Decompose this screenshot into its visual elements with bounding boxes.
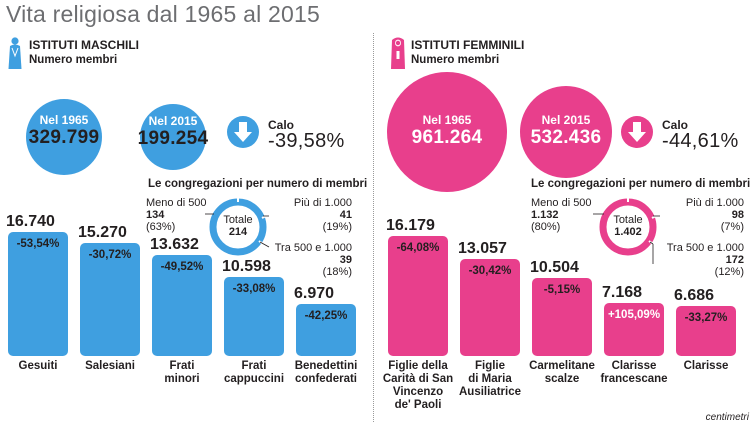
female-1965-year: Nel 1965 — [422, 113, 472, 127]
male-1965-label: Nel 1965 329.799 — [14, 113, 114, 149]
male-bar-value-4: 10.598 — [222, 258, 271, 275]
male-bar-change-1: -53,54% — [16, 238, 60, 250]
female-bar-5 — [676, 306, 736, 356]
female-donut-right-value: 98 — [731, 209, 744, 221]
male-donut-center-value: 214 — [228, 226, 248, 238]
male-bar-value-3: 13.632 — [150, 236, 199, 253]
female-bar-change-5: -33,27% — [684, 312, 728, 324]
female-bar-label-2: Figlie di Maria Ausiliatrice — [459, 360, 521, 398]
male-bar-value-2: 15.270 — [78, 224, 127, 241]
female-donut-center-value: 1.402 — [614, 226, 642, 238]
male-section-title: ISTITUTI MASCHILI — [29, 38, 139, 52]
male-bar-5 — [296, 304, 356, 356]
male-2015-year: Nel 2015 — [148, 114, 198, 128]
female-bar-change-3: -5,15% — [543, 284, 581, 296]
female-bar-change-1: -64,08% — [396, 242, 440, 254]
female-bar-2 — [460, 259, 520, 356]
female-donut-bottom-label: Tra 500 e 1.000 — [666, 242, 744, 254]
section-divider — [373, 33, 374, 422]
female-donut-bottom-value: 172 — [725, 254, 744, 266]
male-donut-bottom-label: Tra 500 e 1.000 — [274, 242, 352, 254]
female-donut-bottom-pct: (12%) — [714, 266, 744, 278]
male-section-subtitle: Numero membri — [29, 54, 118, 66]
female-bar-change-2: -30,42% — [468, 265, 512, 277]
male-bar-label-1: Gesuiti — [18, 360, 58, 372]
page-title: Vita religiosa dal 1965 al 2015 — [6, 1, 320, 27]
male-donut-left-pct: (63%) — [146, 221, 176, 233]
centimetri-logo: centimetri — [705, 412, 749, 423]
male-bar-label-5: Benedettini confederati — [294, 360, 358, 385]
female-bar-label-1: Figlie della Carità di San Vincenzo de' Pao… — [382, 360, 454, 411]
male-bar-label-4: Frati cappuccini — [223, 360, 285, 385]
female-bar-change-4: +105,09% — [607, 309, 661, 321]
male-bar-1 — [8, 232, 68, 356]
male-calo-label: Calo — [268, 118, 295, 132]
female-1965-circle — [387, 72, 507, 192]
female-congregations-title: Le congregazioni per numero di membri — [531, 178, 751, 190]
male-bar-2 — [80, 243, 140, 356]
female-bar-4 — [604, 303, 664, 356]
male-bar-value-1: 16.740 — [6, 213, 55, 230]
male-donut-left-label: Meno di 500 — [146, 197, 207, 209]
male-congregations-title: Le congregazioni per numero di membri — [148, 178, 368, 190]
female-2015-label: Nel 2015 532.436 — [516, 113, 616, 149]
female-bar-label-5: Clarisse — [683, 360, 729, 372]
male-1965-year: Nel 1965 — [39, 113, 89, 127]
female-calo-value: -44,61% — [662, 130, 739, 152]
male-donut-left-value: 134 — [146, 209, 165, 221]
male-calo-arrow-icon — [227, 116, 259, 148]
female-section-title: ISTITUTI FEMMINILI — [411, 38, 525, 52]
female-donut-left-value: 1.132 — [531, 209, 559, 221]
female-bar-label-4: Clarisse francescane — [600, 360, 668, 385]
male-donut-chart — [205, 198, 270, 256]
male-2015-value: 199.254 — [137, 128, 209, 149]
female-bar-label-3: Carmelitane scalze — [529, 360, 595, 385]
female-calo-arrow-icon — [621, 116, 653, 148]
male-donut-bottom-value: 39 — [339, 254, 352, 266]
male-donut-right-value: 41 — [339, 209, 352, 221]
female-donut-chart — [593, 198, 660, 264]
male-donut-center-label: Totale — [223, 214, 253, 226]
female-donut-left-label: Meno di 500 — [531, 197, 592, 209]
female-donut-center-label: Totale — [613, 214, 643, 226]
male-bar-4 — [224, 277, 284, 356]
female-2015-year: Nel 2015 — [541, 113, 591, 127]
male-bar-value-5: 6.970 — [294, 285, 335, 302]
male-2015-label: Nel 2015 199.254 — [123, 114, 223, 150]
male-1965-circle — [26, 99, 102, 175]
female-donut-left-pct: (80%) — [531, 221, 561, 233]
male-donut-bottom-pct: (18%) — [322, 266, 352, 278]
female-donut-right-label: Più di 1.000 — [685, 197, 744, 209]
female-bar-value-5: 6.686 — [674, 287, 715, 304]
female-bar-value-4: 7.168 — [602, 284, 643, 301]
male-calo-value: -39,58% — [268, 130, 345, 152]
male-donut-right-pct: (19%) — [322, 221, 352, 233]
nun-icon — [391, 37, 405, 69]
male-bar-label-3: Frati minori — [164, 360, 200, 385]
female-donut-right-pct: (7%) — [720, 221, 744, 233]
male-bar-change-5: -42,25% — [304, 310, 348, 322]
male-1965-value: 329.799 — [28, 127, 100, 148]
female-2015-value: 532.436 — [530, 127, 602, 148]
female-section-subtitle: Numero membri — [411, 54, 500, 66]
monk-icon — [8, 37, 22, 69]
male-bar-3 — [152, 255, 212, 356]
female-1965-label: Nel 1965 961.264 — [397, 113, 497, 149]
female-1965-value: 961.264 — [411, 127, 483, 148]
female-2015-circle — [520, 86, 612, 178]
male-donut-right-label: Più di 1.000 — [293, 197, 352, 209]
female-bar-3 — [532, 278, 592, 356]
male-bar-change-3: -49,52% — [160, 261, 204, 273]
male-bar-label-2: Salesiani — [85, 360, 135, 372]
female-bar-1 — [388, 236, 448, 356]
female-calo-label: Calo — [662, 118, 689, 132]
male-bar-change-2: -30,72% — [88, 249, 132, 261]
female-bar-value-2: 13.057 — [458, 240, 507, 257]
female-bar-value-1: 16.179 — [386, 217, 435, 234]
male-bar-change-4: -33,08% — [232, 283, 276, 295]
male-2015-circle — [140, 104, 206, 170]
female-bar-value-3: 10.504 — [530, 259, 579, 276]
